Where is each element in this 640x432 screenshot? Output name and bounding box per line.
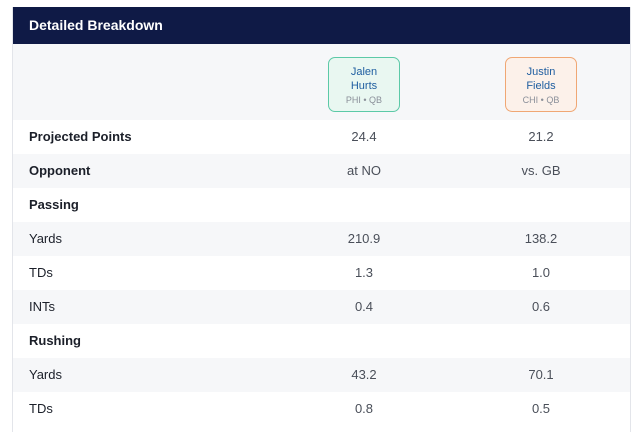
stat-row-passing-ints: INTs 0.4 0.6 bbox=[13, 290, 630, 324]
player-1-first-name: Jalen bbox=[350, 66, 378, 78]
player-1-value: at NO bbox=[347, 163, 381, 178]
row-label: TDs bbox=[29, 401, 53, 416]
stat-row-passing-tds: TDs 1.3 1.0 bbox=[13, 256, 630, 290]
player-chip-2[interactable]: Justin Fields CHI • QB bbox=[505, 57, 577, 112]
section-label: Passing bbox=[29, 197, 79, 212]
card-header: Detailed Breakdown bbox=[13, 7, 630, 44]
player-2-value: 0.6 bbox=[531, 299, 551, 314]
player-2-value: 1.0 bbox=[531, 265, 551, 280]
player-2-team-position: CHI • QB bbox=[522, 95, 560, 105]
row-label: Yards bbox=[29, 231, 62, 246]
row-label: INTs bbox=[29, 299, 55, 314]
player-1-team-position: PHI • QB bbox=[345, 95, 383, 105]
player-1-last-name: Hurts bbox=[350, 80, 378, 92]
stat-row-opponent: Opponent at NO vs. GB bbox=[13, 154, 630, 188]
section-label: Rushing bbox=[29, 333, 81, 348]
player-1-value: 1.3 bbox=[354, 265, 374, 280]
stat-row-projected-points: Projected Points 24.4 21.2 bbox=[13, 120, 630, 154]
section-row-passing: Passing bbox=[13, 188, 630, 222]
stat-row-rushing-tds: TDs 0.8 0.5 bbox=[13, 392, 630, 426]
section-row-rushing: Rushing bbox=[13, 324, 630, 358]
player-2-value: 0.5 bbox=[531, 401, 551, 416]
breakdown-card: Detailed Breakdown Jalen Hurts PHI • QB … bbox=[12, 7, 631, 432]
row-label: Projected Points bbox=[29, 129, 132, 144]
player-2-value: 21.2 bbox=[528, 129, 554, 144]
player-2-value: 70.1 bbox=[528, 367, 554, 382]
player-2-first-name: Justin bbox=[526, 66, 556, 78]
player-1-value: 0.4 bbox=[354, 299, 374, 314]
row-label: Yards bbox=[29, 367, 62, 382]
player-1-value: 24.4 bbox=[351, 129, 377, 144]
player-chip-1[interactable]: Jalen Hurts PHI • QB bbox=[328, 57, 400, 112]
player-2-value: 138.2 bbox=[524, 231, 558, 246]
row-label: TDs bbox=[29, 265, 53, 280]
stat-row-passing-yards: Yards 210.9 138.2 bbox=[13, 222, 630, 256]
player-2-last-name: Fields bbox=[526, 80, 556, 92]
player-1-value: 0.8 bbox=[354, 401, 374, 416]
card-title: Detailed Breakdown bbox=[29, 17, 163, 33]
player-1-value: 43.2 bbox=[351, 367, 377, 382]
stat-row-rushing-yards: Yards 43.2 70.1 bbox=[13, 358, 630, 392]
player-2-value: vs. GB bbox=[521, 163, 561, 178]
player-header-row: Jalen Hurts PHI • QB Justin Fields CHI •… bbox=[13, 44, 630, 120]
row-label: Opponent bbox=[29, 163, 91, 178]
player-1-value: 210.9 bbox=[347, 231, 381, 246]
